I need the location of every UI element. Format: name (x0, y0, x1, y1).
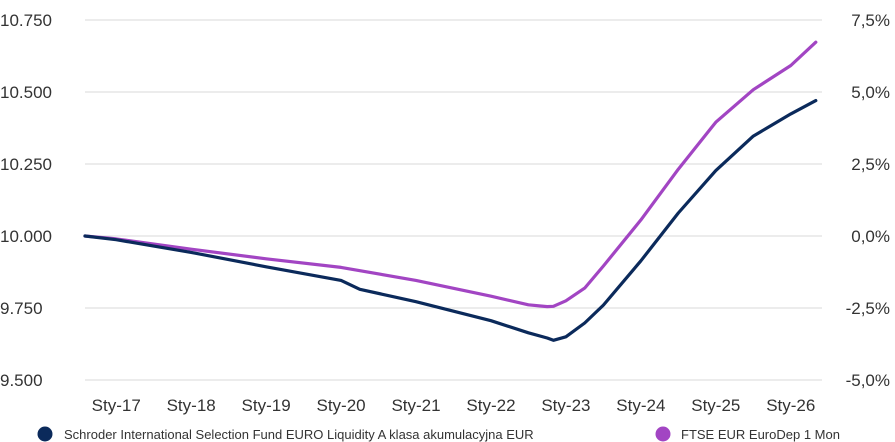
x-tick-label: Sty-24 (616, 396, 665, 415)
left-y-tick-label: 10.250 (0, 155, 52, 174)
left-y-tick-label: 10.000 (0, 227, 52, 246)
series-line-benchmark (83, 40, 818, 309)
right-y-tick-label: -5,0% (846, 371, 890, 390)
legend: Schroder International Selection Fund EU… (37, 426, 840, 442)
x-tick-label: Sty-26 (766, 396, 815, 415)
legend-marker-benchmark (655, 426, 671, 442)
legend-item-benchmark[interactable]: FTSE EUR EuroDep 1 Mon (655, 426, 840, 442)
right-y-tick-label: 2,5% (851, 155, 890, 174)
legend-label-fund: Schroder International Selection Fund EU… (64, 427, 534, 442)
series-lines (83, 40, 818, 342)
right-y-axis: -5,0% -2,5% 0,0% 2,5% 5,0% 7,5% (846, 11, 890, 390)
right-y-tick-label: 5,0% (851, 83, 890, 102)
series-line-fund (83, 99, 818, 342)
x-tick-label: Sty-23 (541, 396, 590, 415)
left-y-tick-label: 10.750 (0, 11, 52, 30)
x-axis: Sty-17 Sty-18 Sty-19 Sty-20 Sty-21 Sty-22 Sty-… (92, 396, 816, 415)
x-tick-label: Sty-25 (691, 396, 740, 415)
right-y-tick-label: 0,0% (851, 227, 890, 246)
legend-label-benchmark: FTSE EUR EuroDep 1 Mon (681, 427, 840, 442)
x-tick-label: Sty-18 (167, 396, 216, 415)
x-tick-label: Sty-17 (92, 396, 141, 415)
x-tick-label: Sty-21 (391, 396, 440, 415)
x-tick-label: Sty-20 (317, 396, 366, 415)
legend-item-fund[interactable]: Schroder International Selection Fund EU… (37, 426, 534, 442)
x-tick-label: Sty-19 (242, 396, 291, 415)
right-y-tick-label: -2,5% (846, 299, 890, 318)
left-y-tick-label: 10.500 (0, 83, 52, 102)
x-tick-label: Sty-22 (466, 396, 515, 415)
left-y-axis: 9.500 9.750 10.000 10.250 10.500 10.750 (0, 11, 52, 390)
grid-lines (85, 19, 822, 381)
left-y-tick-label: 9.750 (0, 299, 43, 318)
right-y-tick-label: 7,5% (851, 11, 890, 30)
left-y-tick-label: 9.500 (0, 371, 43, 390)
legend-marker-fund (37, 426, 53, 442)
